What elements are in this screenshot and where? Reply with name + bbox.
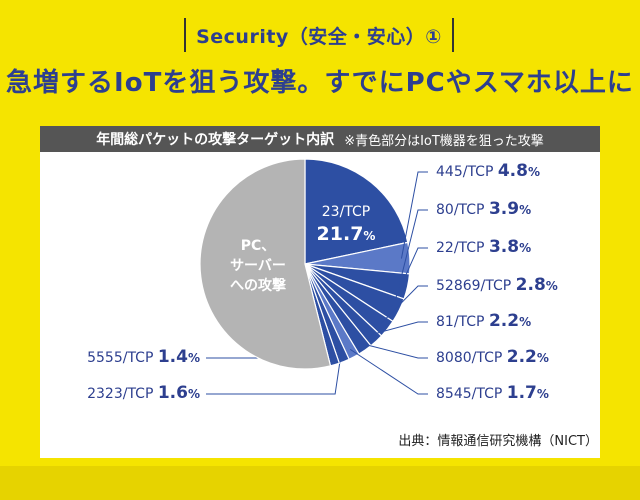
pie-slice-23-tcp bbox=[304, 158, 409, 265]
section-tag: Security（安全・安心）① bbox=[184, 18, 454, 52]
leader-line-22-tcp bbox=[391, 247, 428, 307]
slice-label-pc-server: サーバー bbox=[230, 258, 286, 274]
leader-line-445-tcp bbox=[400, 171, 428, 259]
leader-line-8545-tcp bbox=[349, 348, 428, 395]
slice-label-23-tcp: 23/TCP bbox=[322, 204, 370, 220]
pie-slice-pc-server bbox=[199, 158, 332, 370]
slice-label-52869-tcp: 52869/TCP 2.8% bbox=[436, 275, 558, 295]
leader-line-52869-tcp bbox=[380, 285, 428, 325]
slice-label-8080-tcp: 8080/TCP 2.2% bbox=[436, 347, 549, 367]
slice-label-81-tcp: 81/TCP 2.2% bbox=[436, 311, 531, 331]
slice-label-22-tcp: 22/TCP 3.8% bbox=[436, 237, 531, 257]
leader-line-80-tcp bbox=[398, 209, 428, 285]
source-credit: 出典：情報通信研究機構（NICT） bbox=[398, 434, 598, 449]
slice-label-2323-tcp: 2323/TCP 1.6% bbox=[87, 383, 200, 403]
bottom-band bbox=[0, 466, 640, 500]
leader-line-8080-tcp bbox=[360, 342, 428, 359]
slice-label-pc-server: への攻撃 bbox=[230, 277, 286, 294]
leader-line-2323-tcp bbox=[206, 353, 342, 395]
slice-label-5555-tcp: 5555/TCP 1.4% bbox=[87, 347, 200, 367]
slice-label-80-tcp: 80/TCP 3.9% bbox=[436, 199, 531, 219]
headline: 急増するIoTを狙う攻撃。すでにPCやスマホ以上に bbox=[6, 68, 634, 98]
chart-note: ※青色部分はIoT機器を狙った攻撃 bbox=[344, 133, 544, 149]
slice-value-23-tcp: 21.7% bbox=[317, 223, 376, 245]
chart-title: 年間総パケットの攻撃ターゲット内訳 bbox=[96, 132, 335, 148]
leader-line-81-tcp bbox=[370, 321, 428, 336]
slice-label-pc-server: PC、 bbox=[241, 238, 276, 254]
chart-header: 年間総パケットの攻撃ターゲット内訳 ※青色部分はIoT機器を狙った攻撃 bbox=[40, 126, 600, 152]
slice-label-445-tcp: 445/TCP 4.8% bbox=[436, 161, 540, 181]
slice-label-8545-tcp: 8545/TCP 1.7% bbox=[436, 383, 549, 403]
